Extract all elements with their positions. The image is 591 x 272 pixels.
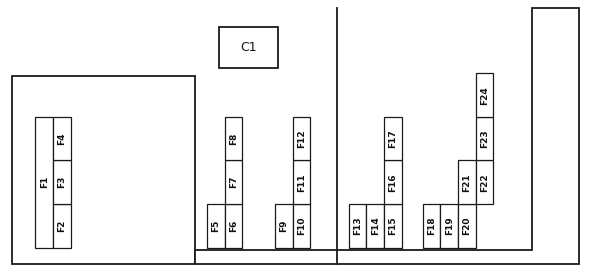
Text: C1: C1	[240, 41, 256, 54]
Text: F7: F7	[229, 176, 238, 188]
Bar	[476, 160, 493, 204]
Bar	[12, 76, 195, 264]
Text: F14: F14	[371, 217, 380, 235]
Text: F18: F18	[427, 217, 436, 235]
Bar	[225, 160, 242, 204]
Bar	[423, 204, 440, 248]
Text: F17: F17	[388, 129, 398, 148]
Text: F20: F20	[462, 217, 472, 235]
Bar	[53, 160, 71, 204]
Text: F16: F16	[388, 173, 398, 191]
Text: F22: F22	[480, 173, 489, 191]
Polygon shape	[195, 8, 579, 264]
Text: F5: F5	[211, 220, 220, 232]
Bar	[219, 27, 278, 68]
Bar	[458, 204, 476, 248]
Bar	[225, 117, 242, 160]
Text: F3: F3	[57, 176, 67, 188]
Bar	[458, 160, 476, 204]
Text: F13: F13	[353, 217, 362, 235]
Text: F6: F6	[229, 220, 238, 232]
Text: F4: F4	[57, 132, 67, 145]
Bar	[293, 204, 310, 248]
Text: F2: F2	[57, 220, 67, 232]
Text: F11: F11	[297, 173, 306, 191]
Bar	[476, 117, 493, 160]
Bar	[384, 160, 402, 204]
Text: F8: F8	[229, 132, 238, 145]
Bar	[53, 204, 71, 248]
Text: F1: F1	[40, 176, 49, 188]
Text: F12: F12	[297, 129, 306, 148]
Bar	[53, 117, 71, 160]
Text: F9: F9	[279, 220, 288, 232]
Bar	[293, 117, 310, 160]
Bar	[275, 204, 293, 248]
Bar	[366, 204, 384, 248]
Text: F21: F21	[462, 173, 472, 191]
Bar	[293, 160, 310, 204]
Text: F10: F10	[297, 217, 306, 235]
Text: F19: F19	[444, 217, 454, 235]
Text: F23: F23	[480, 129, 489, 148]
Bar	[35, 117, 53, 248]
Bar	[384, 117, 402, 160]
Text: F15: F15	[388, 217, 398, 235]
Bar	[440, 204, 458, 248]
Bar	[207, 204, 225, 248]
Bar	[476, 73, 493, 117]
Bar	[225, 204, 242, 248]
Text: F24: F24	[480, 86, 489, 104]
Bar	[349, 204, 366, 248]
Bar	[384, 204, 402, 248]
